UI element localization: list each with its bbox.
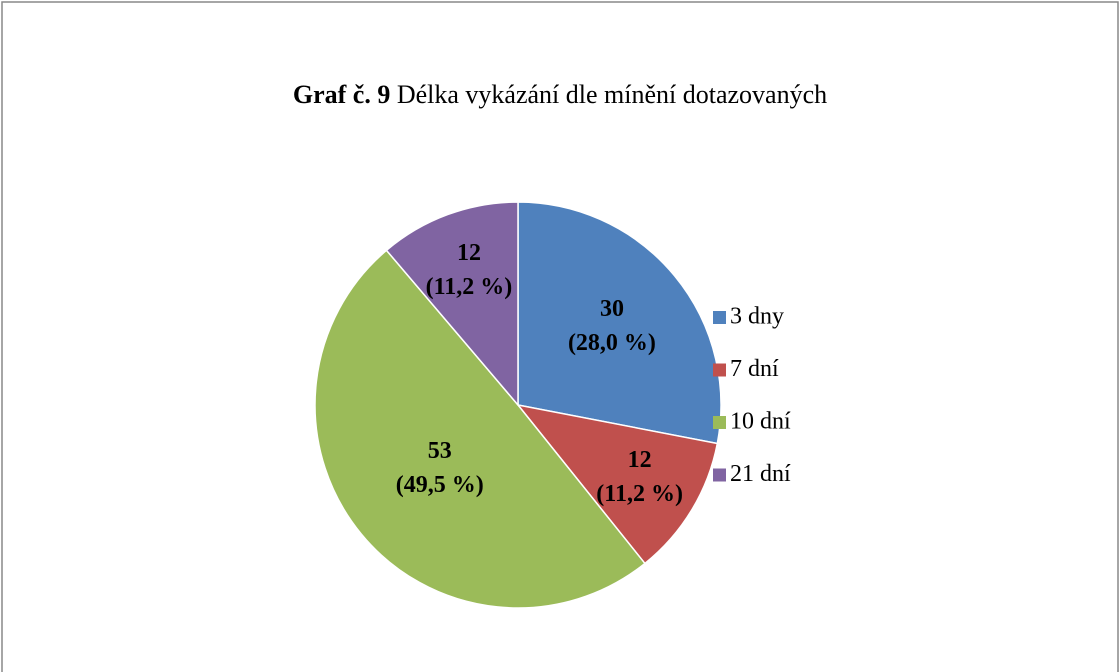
legend-swatch <box>713 416 726 429</box>
percent-label: (28,0 %) <box>568 330 656 356</box>
pie-slice <box>314 249 646 609</box>
percent-label: (11,2 %) <box>596 481 683 507</box>
legend-label: 7 dní <box>730 356 779 382</box>
data-label: 30 <box>600 296 624 322</box>
title-text: Délka vykázání dle mínění dotazovaných <box>397 80 827 109</box>
title-label: Graf č. 9 <box>293 80 390 109</box>
pie-slice <box>516 403 719 565</box>
legend-label: 21 dní <box>730 461 791 487</box>
pie-slice <box>517 201 722 445</box>
legend-swatch <box>713 468 726 482</box>
percent-label: (49,5 %) <box>396 472 484 498</box>
data-label: 12 <box>628 447 652 473</box>
legend-label: 10 dní <box>730 409 791 435</box>
data-label: 53 <box>428 438 452 464</box>
percent-label: (11,2 %) <box>426 274 513 300</box>
pie-slice <box>385 201 519 408</box>
legend-label: 3 dny <box>730 304 784 330</box>
chart-title: Graf č. 9 Délka vykázání dle mínění dota… <box>293 80 827 109</box>
data-label: 12 <box>457 240 481 266</box>
legend-swatch <box>713 363 726 377</box>
legend-swatch <box>713 311 726 324</box>
